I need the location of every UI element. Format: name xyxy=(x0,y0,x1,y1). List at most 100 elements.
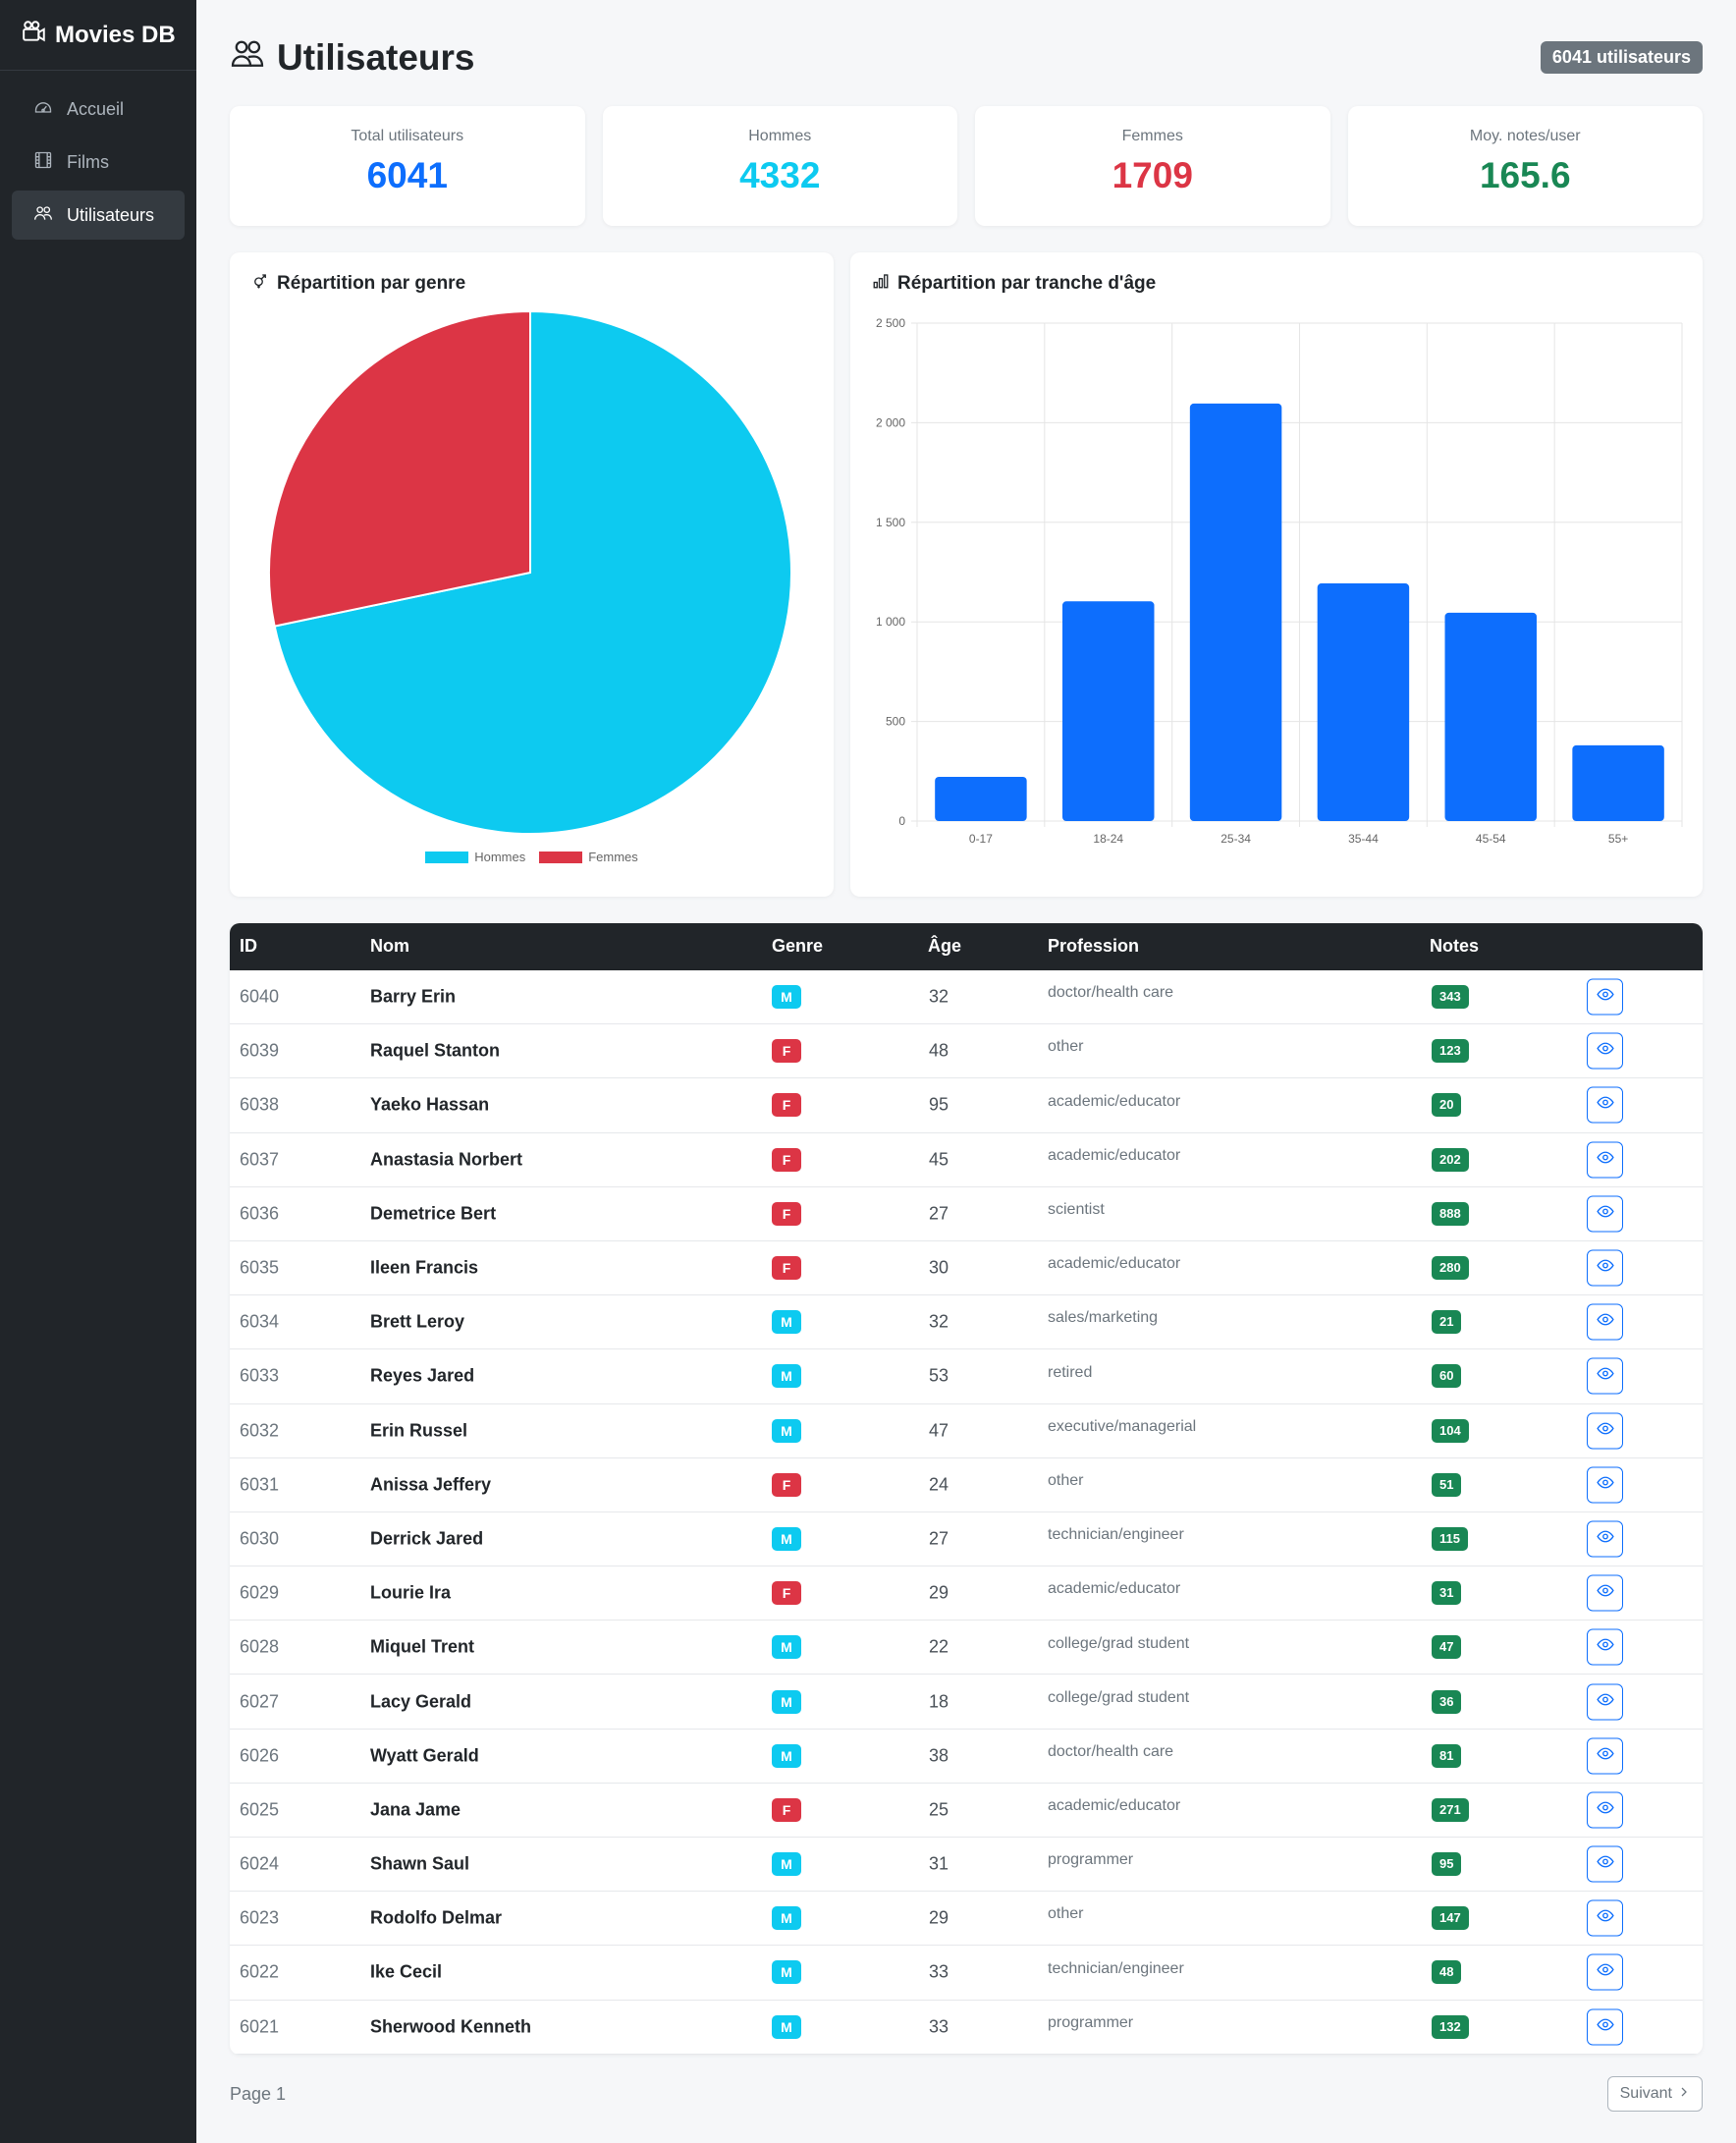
cell-genre: F xyxy=(772,1797,801,1822)
cell-age: 47 xyxy=(929,1420,949,1441)
cell-actions xyxy=(1587,1574,1623,1612)
table-row[interactable]: 6031 Anissa Jeffery F 24 other 51 xyxy=(230,1458,1703,1512)
y-tick-label: 2 500 xyxy=(876,316,905,330)
cell-genre: F xyxy=(772,1093,801,1118)
cell-genre: M xyxy=(772,1906,801,1931)
table-row[interactable]: 6025 Jana Jame F 25 academic/educator 271 xyxy=(230,1784,1703,1838)
table-row[interactable]: 6021 Sherwood Kenneth M 33 programmer 132 xyxy=(230,2001,1703,2055)
cell-actions xyxy=(1587,1953,1623,1991)
legend-item-hommes[interactable]: Hommes xyxy=(425,850,525,864)
table-row[interactable]: 6037 Anastasia Norbert F 45 academic/educato… xyxy=(230,1133,1703,1187)
cell-genre: M xyxy=(772,1635,801,1660)
bar-0-17[interactable] xyxy=(935,776,1027,821)
view-user-button[interactable] xyxy=(1587,1086,1623,1124)
card-title-text: Répartition par tranche d'âge xyxy=(897,273,1157,294)
view-user-button[interactable] xyxy=(1587,1953,1623,1991)
table-row[interactable]: 6030 Derrick Jared M 27 technician/engineer 1… xyxy=(230,1512,1703,1567)
view-user-button[interactable] xyxy=(1587,1791,1623,1829)
view-user-button[interactable] xyxy=(1587,1737,1623,1775)
bar-25-34[interactable] xyxy=(1189,403,1282,821)
table-row[interactable]: 6029 Lourie Ira F 29 academic/educator 31 xyxy=(230,1566,1703,1621)
cell-actions xyxy=(1587,1141,1623,1179)
next-page-button[interactable]: Suivant xyxy=(1606,2076,1703,2112)
stat-card-femmes: Femmes 1709 xyxy=(975,106,1330,226)
view-user-button[interactable] xyxy=(1587,1141,1623,1179)
view-user-button[interactable] xyxy=(1587,1412,1623,1450)
view-user-button[interactable] xyxy=(1587,1574,1623,1612)
view-user-button[interactable] xyxy=(1587,1249,1623,1287)
table-row[interactable]: 6038 Yaeko Hassan F 95 academic/educator 20 xyxy=(230,1078,1703,1133)
view-user-button[interactable] xyxy=(1587,1303,1623,1341)
sidebar-item-films[interactable]: Films xyxy=(12,137,185,187)
sidebar-item-accueil[interactable]: Accueil xyxy=(12,84,185,134)
view-user-button[interactable] xyxy=(1587,1845,1623,1883)
pie-slice-hommes[interactable] xyxy=(273,309,792,835)
user-count-badge: 6041 utilisateurs xyxy=(1540,41,1703,74)
view-user-button[interactable] xyxy=(1587,1520,1623,1558)
cell-profession: other xyxy=(1048,1471,1084,1489)
view-user-button[interactable] xyxy=(1587,1899,1623,1937)
column-header-genre[interactable]: Genre xyxy=(772,936,824,956)
view-user-button[interactable] xyxy=(1587,1195,1623,1233)
column-header-profession[interactable]: Profession xyxy=(1048,936,1140,956)
cell-actions xyxy=(1587,1357,1623,1395)
bar-18-24[interactable] xyxy=(1062,601,1155,821)
page-label: Page 1 xyxy=(230,2084,287,2104)
table-row[interactable]: 6036 Demetrice Bert F 27 scientist 888 xyxy=(230,1187,1703,1241)
column-header-age[interactable]: Âge xyxy=(928,936,962,956)
cell-notes: 48 xyxy=(1432,1960,1462,1985)
cell-notes: 888 xyxy=(1432,1201,1469,1226)
genre-badge: F xyxy=(772,1147,801,1172)
column-header-id[interactable]: ID xyxy=(240,936,257,956)
cell-profession: sales/marketing xyxy=(1048,1309,1159,1327)
table-row[interactable]: 6035 Ileen Francis F 30 academic/educator 280 xyxy=(230,1241,1703,1296)
view-user-button[interactable] xyxy=(1587,1466,1623,1504)
cell-genre: F xyxy=(772,1472,801,1497)
view-user-button[interactable] xyxy=(1587,1357,1623,1395)
cell-age: 38 xyxy=(929,1745,949,1766)
table-row[interactable]: 6022 Ike Cecil M 33 technician/engineer 48 xyxy=(230,1946,1703,2001)
cell-age: 33 xyxy=(929,1961,949,1982)
table-row[interactable]: 6024 Shawn Saul M 31 programmer 95 xyxy=(230,1838,1703,1893)
brand[interactable]: Movies DB xyxy=(0,0,196,71)
view-user-button[interactable] xyxy=(1587,2008,1623,2046)
table-row[interactable]: 6039 Raquel Stanton F 48 other 123 xyxy=(230,1024,1703,1079)
notes-badge: 95 xyxy=(1432,1852,1462,1877)
table-row[interactable]: 6032 Erin Russel M 47 executive/managerial 10… xyxy=(230,1404,1703,1458)
pie-slice-femmes[interactable] xyxy=(268,309,531,628)
cell-nom: Derrick Jared xyxy=(370,1528,484,1549)
cell-age: 48 xyxy=(929,1040,949,1061)
table-row[interactable]: 6028 Miquel Trent M 22 college/grad student 4… xyxy=(230,1621,1703,1676)
cell-actions xyxy=(1587,1683,1623,1721)
eye-icon xyxy=(1596,1311,1614,1334)
table-row[interactable]: 6023 Rodolfo Delmar M 29 other 147 xyxy=(230,1892,1703,1947)
bar-35-44[interactable] xyxy=(1317,583,1410,821)
cell-genre: M xyxy=(772,1418,801,1443)
sidebar-item-utilisateurs[interactable]: Utilisateurs xyxy=(12,191,185,240)
cell-age: 27 xyxy=(929,1528,949,1549)
view-user-button[interactable] xyxy=(1587,1628,1623,1666)
legend-item-femmes[interactable]: Femmes xyxy=(539,850,638,864)
eye-icon xyxy=(1596,1853,1614,1876)
table-row[interactable]: 6033 Reyes Jared M 53 retired 60 xyxy=(230,1349,1703,1404)
cell-nom: Anastasia Norbert xyxy=(370,1149,523,1170)
legend-swatch xyxy=(539,851,583,863)
view-user-button[interactable] xyxy=(1587,1032,1623,1070)
people-icon xyxy=(230,35,265,80)
bar-45-54[interactable] xyxy=(1444,612,1537,821)
view-user-button[interactable] xyxy=(1587,978,1623,1016)
cell-id: 6027 xyxy=(240,1691,280,1712)
gender-pie-chart xyxy=(268,309,792,835)
cell-nom: Miquel Trent xyxy=(370,1636,475,1657)
cell-profession: college/grad student xyxy=(1048,1688,1190,1706)
cell-id: 6039 xyxy=(240,1040,280,1061)
cell-actions xyxy=(1587,1628,1623,1666)
table-row[interactable]: 6026 Wyatt Gerald M 38 doctor/health care 81 xyxy=(230,1730,1703,1784)
column-header-notes[interactable]: Notes xyxy=(1430,936,1480,956)
table-row[interactable]: 6040 Barry Erin M 32 doctor/health care 343 xyxy=(230,970,1703,1025)
column-header-nom[interactable]: Nom xyxy=(370,936,409,956)
table-row[interactable]: 6034 Brett Leroy M 32 sales/marketing 21 xyxy=(230,1295,1703,1350)
view-user-button[interactable] xyxy=(1587,1683,1623,1721)
bar-55+[interactable] xyxy=(1572,744,1664,821)
table-row[interactable]: 6027 Lacy Gerald M 18 college/grad student 36 xyxy=(230,1675,1703,1730)
